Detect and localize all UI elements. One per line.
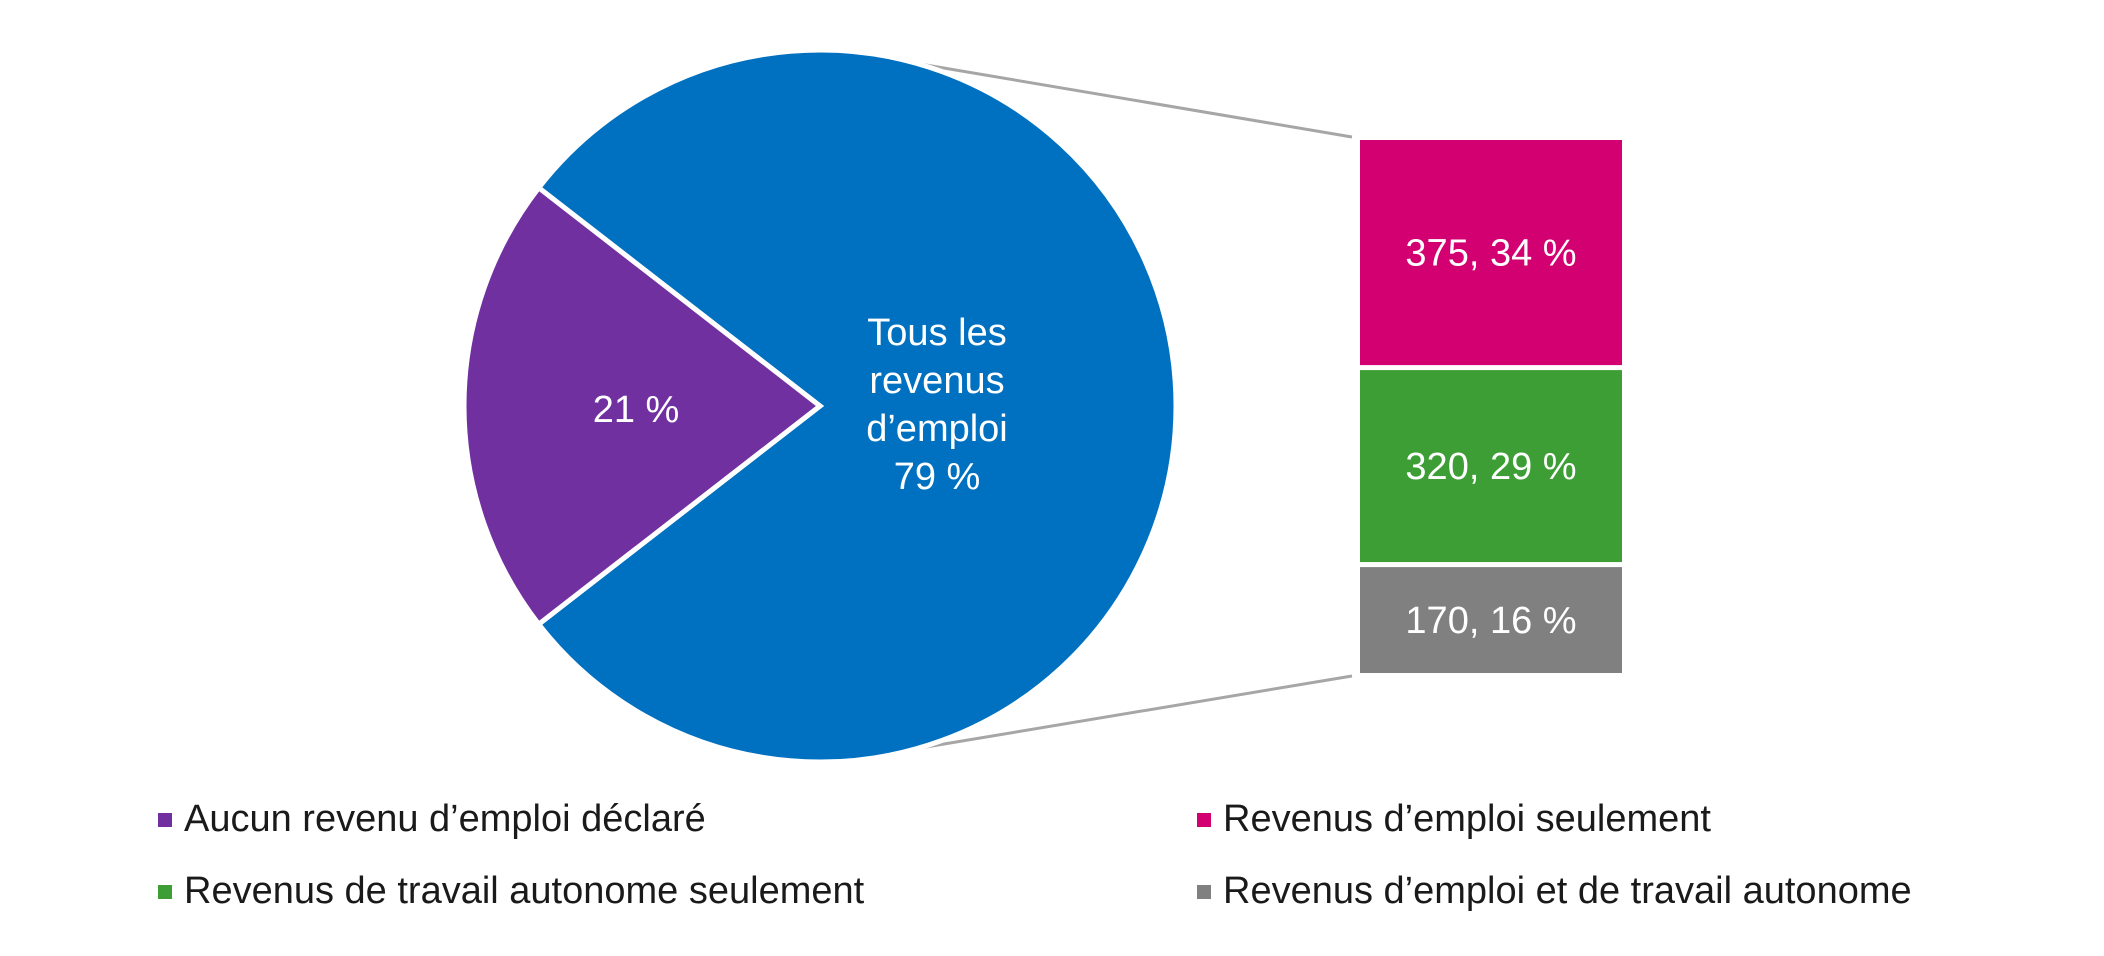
pie-slice-aucun-revenu (461, 184, 825, 628)
legend-label: Aucun revenu d’emploi déclaré (184, 798, 706, 840)
legend-label: Revenus d’emploi seulement (1223, 798, 1711, 840)
pie-slice-tous-les-revenus (535, 47, 1179, 765)
legend-label: Revenus d’emploi et de travail autonome (1223, 870, 1912, 912)
pie: 21 % Tous les revenus d’emploi 79 % (461, 47, 1179, 765)
connector-line-bottom (919, 674, 1353, 750)
pie-slice-label-large: Tous les revenus d’emploi 79 % (866, 312, 1008, 498)
bar-segment-0 (1360, 140, 1622, 366)
bar-segment-2 (1360, 567, 1622, 673)
legend-swatch-purple (158, 812, 172, 827)
bar-segment-label-0: 375, 34 % (1405, 233, 1576, 275)
pie-slice-label-small: 21 % (593, 389, 680, 431)
bar-segment-1 (1360, 370, 1622, 563)
legend-item-aucun-revenu: Aucun revenu d’emploi déclaré (158, 798, 706, 841)
legend-swatch-green (158, 884, 172, 899)
stacked-bar: 375, 34 % 320, 29 % 170, 16 % (1360, 140, 1622, 673)
legend-item-travail-autonome-seulement: Revenus de travail autonome seulement (158, 870, 864, 913)
connector-lines (919, 62, 1353, 750)
bar-segment-label-1: 320, 29 % (1405, 446, 1576, 488)
connector-line-top (919, 62, 1353, 139)
legend-item-emploi-et-travail-autonome: Revenus d’emploi et de travail autonome (1197, 870, 1912, 913)
legend-item-revenus-emploi-seulement: Revenus d’emploi seulement (1197, 798, 1711, 841)
legend-swatch-magenta (1197, 812, 1211, 827)
legend-label: Revenus de travail autonome seulement (184, 870, 865, 912)
legend-swatch-gray (1197, 884, 1211, 899)
bar-segment-label-2: 170, 16 % (1405, 600, 1576, 642)
